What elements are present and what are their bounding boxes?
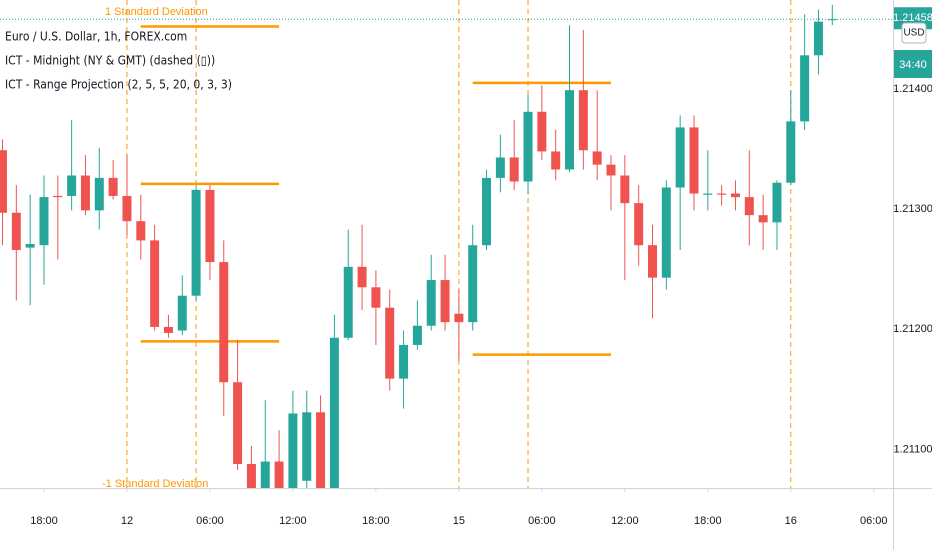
candle-body xyxy=(177,295,187,331)
annotation: -1 Standard Deviation xyxy=(102,478,208,490)
candle-body xyxy=(495,157,505,178)
x-tick-label: 12:00 xyxy=(611,515,639,527)
candle-body xyxy=(537,111,547,152)
candle-body xyxy=(827,19,837,21)
candle-body xyxy=(606,164,616,176)
candle-body xyxy=(592,151,602,165)
candle-body xyxy=(288,413,298,488)
candle-body xyxy=(454,313,464,323)
candle-body xyxy=(302,412,312,481)
currency-label[interactable]: USD xyxy=(903,28,924,39)
candle-body xyxy=(233,382,243,464)
candle-body xyxy=(772,182,782,223)
candle-body xyxy=(191,189,201,296)
plot-area xyxy=(0,0,893,488)
countdown-box xyxy=(894,50,932,78)
currency-button[interactable] xyxy=(901,22,927,44)
candle-body xyxy=(205,189,215,263)
chart-title: Euro / U.S. Dollar, 1h, FOREX.com xyxy=(5,30,187,44)
candle-body xyxy=(25,244,35,248)
x-tick-label: 18:00 xyxy=(362,515,390,527)
candle-body xyxy=(343,266,353,338)
candle-body xyxy=(509,157,519,182)
y-tick-label: 1.21300 xyxy=(893,203,932,215)
candle-body xyxy=(94,177,104,211)
candle-body xyxy=(274,461,284,488)
x-tick-label: 18:00 xyxy=(30,515,58,527)
candle-body xyxy=(730,193,740,198)
candle-body xyxy=(412,325,422,345)
candle-body xyxy=(565,90,575,170)
indicator-label: ICT - Midnight (NY & GMT) (dashed (▯)) xyxy=(5,54,215,68)
candle-body xyxy=(800,55,810,122)
candle-body xyxy=(246,463,256,488)
candle-body xyxy=(744,197,754,216)
candle-body xyxy=(0,150,7,213)
candle-body xyxy=(551,151,561,170)
candle-body xyxy=(53,195,63,198)
candle-body xyxy=(150,240,160,327)
candle-body xyxy=(163,326,173,333)
candle-body xyxy=(648,245,657,278)
candle-body xyxy=(67,175,77,196)
x-tick-label: 16 xyxy=(785,515,797,527)
x-tick-label: 06:00 xyxy=(860,515,888,527)
last-price-label: 1.21458 xyxy=(893,12,932,24)
y-tick-label: 1.21400 xyxy=(893,83,932,95)
candle-body xyxy=(813,21,823,56)
candle-body xyxy=(620,175,630,204)
candle-body xyxy=(523,111,533,182)
candle-body xyxy=(11,212,21,251)
candle-body xyxy=(634,203,644,246)
candle-body xyxy=(371,287,381,308)
candle-body xyxy=(675,127,685,188)
indicator-label: ICT - Range Projection (2, 5, 5, 20, 0, … xyxy=(5,78,232,92)
annotation: 1 Standard Deviation xyxy=(105,6,208,18)
candle-body xyxy=(260,461,270,488)
candle-body xyxy=(219,262,229,383)
candle-body xyxy=(426,280,436,326)
x-tick-label: 06:00 xyxy=(196,515,224,527)
x-tick-label: 15 xyxy=(453,515,465,527)
candle-body xyxy=(661,187,671,278)
candle-body xyxy=(786,121,796,183)
x-tick-label: 18:00 xyxy=(694,515,722,527)
candle-body xyxy=(329,337,339,488)
candle-body xyxy=(316,412,326,488)
candle-body xyxy=(39,197,49,246)
candle-body xyxy=(80,175,90,211)
y-tick-label: 1.21100 xyxy=(894,443,932,455)
candle-body xyxy=(758,215,768,223)
x-tick-label: 06:00 xyxy=(528,515,556,527)
candle-body xyxy=(122,195,132,222)
candle-body xyxy=(136,221,146,241)
candle-body xyxy=(689,127,699,194)
y-tick-label: 1.21200 xyxy=(893,323,932,335)
candle-body xyxy=(108,177,118,196)
candle-body xyxy=(385,307,395,379)
candle-body xyxy=(578,90,588,151)
candle-body xyxy=(440,280,450,323)
candle-body xyxy=(703,193,713,195)
candle-body xyxy=(399,344,409,379)
countdown: 34:40 xyxy=(899,59,927,71)
candle-body xyxy=(357,266,367,288)
x-tick-label: 12 xyxy=(121,515,133,527)
x-tick-label: 12:00 xyxy=(279,515,307,527)
candle-body xyxy=(468,245,478,323)
candle-body xyxy=(717,193,727,195)
candle-body xyxy=(482,177,492,246)
